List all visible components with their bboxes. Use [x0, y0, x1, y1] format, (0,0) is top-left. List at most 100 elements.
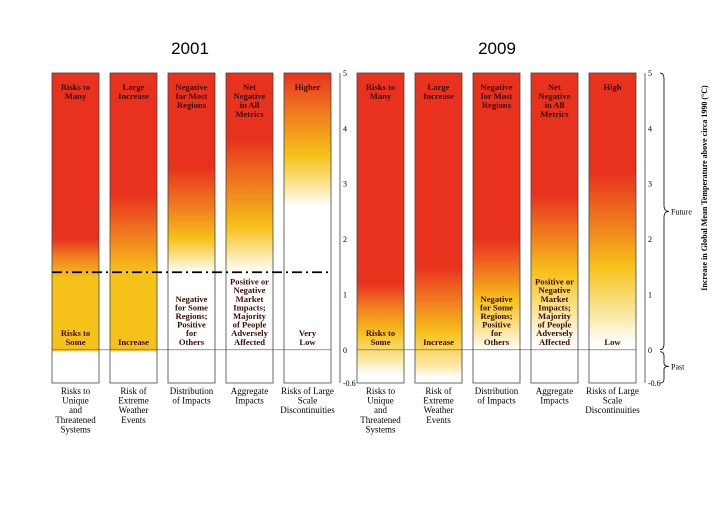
risk-level-low-label: Others: [484, 337, 510, 347]
risk-level-high-label: Regions: [177, 100, 207, 110]
category-label: Distribution: [475, 386, 519, 396]
category-label: Threatened: [55, 415, 96, 425]
risk-level-high-label: Negative: [539, 91, 571, 101]
risk-level-low-label: Low: [299, 337, 316, 347]
risk-level-high-label: Higher: [295, 82, 321, 92]
category-label: Extreme: [118, 396, 149, 406]
risk-level-low-label: for: [186, 328, 197, 338]
risk-level-low-label: Market: [236, 294, 264, 304]
y-tick-label: 2: [648, 235, 652, 244]
risk-level-low-label: Adversely: [536, 328, 573, 338]
risk-level-low-label: Negative: [539, 285, 571, 295]
category-label: Unique: [367, 396, 394, 406]
ember-bar: [51, 72, 100, 384]
risk-level-low-label: Increase: [423, 337, 454, 347]
panel-title: 2009: [478, 39, 516, 58]
category-label: Extreme: [423, 396, 454, 406]
category-label: Risk of: [120, 386, 146, 396]
risk-level-low-label: Risks to: [61, 328, 90, 338]
ember-bar: [283, 72, 332, 384]
risk-level-low-label: Positive: [482, 320, 511, 330]
risk-level-high-label: Metrics: [540, 109, 569, 119]
risk-level-low-label: Increase: [118, 337, 149, 347]
risk-level-high-label: Metrics: [235, 109, 264, 119]
risk-level-high-label: in All: [545, 100, 565, 110]
risk-level-low-label: Majority: [233, 311, 267, 321]
risk-level-low-label: Regions;: [176, 311, 208, 321]
y-tick-label: 3: [648, 180, 652, 189]
y-tick-label: 2: [343, 235, 347, 244]
category-label: Events: [121, 415, 146, 425]
y-tick-label: 0: [648, 346, 652, 355]
risk-level-low-label: Risks to: [366, 328, 395, 338]
category-label: Systems: [60, 424, 91, 434]
ember-bar: [414, 72, 463, 384]
panel-title: 2001: [171, 39, 209, 58]
category-label: Weather: [424, 405, 454, 415]
category-label: Aggregate: [231, 386, 268, 396]
category-label: and: [374, 405, 387, 415]
category-label: Aggregate: [536, 386, 573, 396]
category-label: of Impacts: [172, 396, 211, 406]
risk-level-low-label: Majority: [538, 311, 572, 321]
risk-level-low-label: Negative: [234, 285, 266, 295]
risk-level-high-label: High: [603, 82, 621, 92]
risk-level-low-label: Low: [604, 337, 621, 347]
category-label: Events: [426, 415, 451, 425]
risk-level-high-label: Risks to: [61, 82, 90, 92]
y-tick-label: 1: [648, 290, 652, 299]
ember-bar: [225, 72, 274, 384]
y-tick-label: 1: [343, 290, 347, 299]
risk-level-low-label: Affected: [539, 337, 570, 347]
risk-level-low-label: of People: [538, 320, 572, 330]
y-tick-label: -0.6: [343, 379, 356, 388]
risk-level-low-label: Adversely: [231, 328, 268, 338]
risk-level-low-label: Positive: [177, 320, 206, 330]
category-label: Weather: [119, 405, 149, 415]
risk-level-low-label: Positive or: [230, 277, 269, 287]
risk-level-high-label: for Most: [481, 91, 513, 101]
category-label: Discontinuities: [585, 405, 640, 415]
category-label: Risk of: [425, 386, 451, 396]
risk-level-high-label: for Most: [176, 91, 208, 101]
risk-level-high-label: Large: [428, 82, 450, 92]
ember-bar: [472, 72, 521, 384]
category-label: Threatened: [360, 415, 401, 425]
risk-level-low-label: for: [491, 328, 502, 338]
risk-level-low-label: Negative: [176, 294, 208, 304]
y-tick-label: 5: [648, 69, 652, 78]
category-label: Discontinuities: [280, 405, 335, 415]
risk-level-low-label: Positive or: [535, 277, 574, 287]
risk-level-low-label: Impacts;: [233, 302, 266, 312]
ember-bar: [167, 72, 216, 384]
ember-bar: [588, 72, 637, 384]
risk-level-low-label: Impacts;: [538, 302, 571, 312]
y-tick-label: 4: [343, 124, 347, 133]
past-bracket: [659, 351, 670, 384]
risk-level-low-label: for Some: [480, 302, 513, 312]
ember-bar: [530, 72, 579, 384]
ember-bar: [109, 72, 158, 384]
risk-level-low-label: Negative: [481, 294, 513, 304]
category-label: Scale: [603, 396, 623, 406]
risk-level-high-label: Increase: [423, 91, 454, 101]
y-axis-title: Increase in Global Mean Temperature abov…: [700, 85, 709, 291]
risk-level-high-label: Negative: [481, 82, 513, 92]
risk-level-high-label: Negative: [234, 91, 266, 101]
y-tick-label: 0: [343, 346, 347, 355]
ember-bar: [356, 72, 405, 384]
y-tick-label: 3: [343, 180, 347, 189]
risk-level-high-label: Increase: [118, 91, 149, 101]
risk-level-low-label: of People: [233, 320, 267, 330]
y-tick-label: 5: [343, 69, 347, 78]
future-bracket: [659, 72, 670, 351]
past-label: Past: [671, 362, 685, 371]
category-label: Risks of Large: [586, 386, 639, 396]
risk-level-high-label: Negative: [176, 82, 208, 92]
risk-level-high-label: Net: [548, 82, 561, 92]
future-label: Future: [671, 207, 692, 216]
risk-level-low-label: for Some: [175, 302, 208, 312]
